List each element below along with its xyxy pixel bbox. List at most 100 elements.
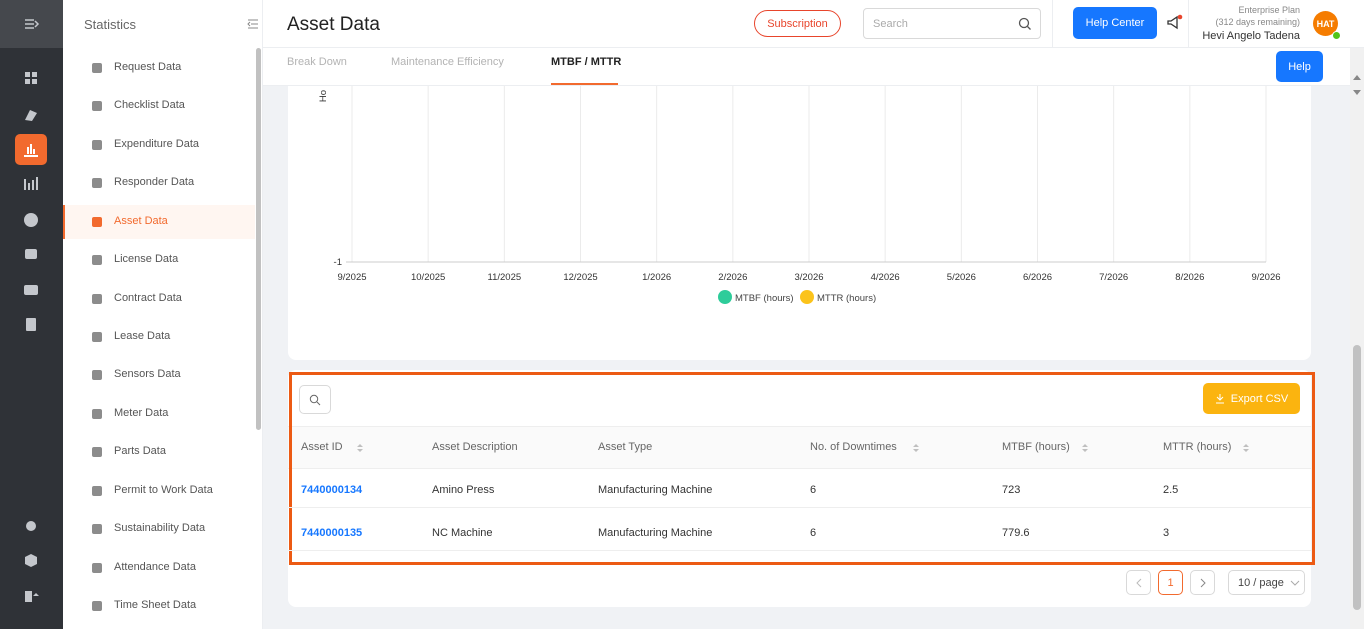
table-cell: NC Machine (432, 527, 493, 539)
menu-item[interactable]: License Data (114, 253, 179, 266)
help-center-button[interactable]: Help Center (1073, 7, 1157, 39)
plan-name: Enterprise Plan (1238, 5, 1300, 15)
tab[interactable]: Break Down (287, 56, 347, 68)
menu-icon (92, 63, 102, 73)
menu-item[interactable]: Parts Data (114, 445, 166, 458)
sort-icon[interactable] (1242, 443, 1250, 453)
x-tick-label: 4/2026 (871, 272, 900, 283)
next-icon (1200, 578, 1206, 587)
search-input[interactable]: Search (863, 8, 1041, 39)
menu-icon (92, 101, 102, 112)
x-tick-label: 1/2026 (642, 272, 671, 283)
page-scrollbar (1350, 48, 1364, 629)
column-header[interactable]: Asset ID (301, 441, 343, 453)
column-header[interactable]: No. of Downtimes (810, 441, 897, 453)
table-cell: 2.5 (1163, 484, 1179, 496)
table-card: Export CSV Asset ID Asset Description Asse… (288, 370, 1315, 607)
table-cell: 6 (810, 484, 817, 496)
asset-id-link[interactable]: 7440000135 (301, 527, 363, 539)
tab[interactable]: Maintenance Efficiency (391, 56, 504, 68)
menu-item[interactable]: Sustainability Data (114, 522, 206, 535)
row-divider (288, 550, 1311, 551)
menu-icon (92, 524, 102, 535)
export-csv-button[interactable]: Export CSV (1203, 383, 1300, 414)
x-tick-label: 6/2026 (1023, 272, 1052, 283)
menu-item[interactable]: Responder Data (114, 176, 195, 189)
menu-item[interactable]: Expenditure Data (114, 137, 199, 150)
menu-icon (92, 178, 102, 189)
online-dot (1332, 31, 1341, 40)
table-cell: Amino Press (432, 484, 495, 496)
divider (1188, 0, 1189, 48)
menu-icon (92, 332, 102, 342)
header: Asset Data Subscription Search Help Cent… (263, 0, 1364, 48)
table-cell: Manufacturing Machine (598, 484, 713, 496)
prev-page[interactable] (1126, 570, 1151, 595)
legend-swatch (718, 290, 732, 304)
page-number[interactable]: 1 (1158, 570, 1183, 595)
x-tick-label: 7/2026 (1099, 272, 1128, 283)
y-tick-label: -1 (334, 257, 342, 268)
menu-item[interactable]: Sensors Data (114, 368, 181, 381)
table-cell: 6 (810, 527, 817, 539)
menu-icon (92, 216, 102, 227)
column-header[interactable]: MTTR (hours) (1163, 441, 1232, 453)
row-divider (288, 507, 1311, 508)
asset-id-link[interactable]: 7440000134 (301, 484, 363, 496)
sort-icon[interactable] (912, 443, 920, 453)
menu-icon (92, 293, 102, 304)
page-size: 10 / page (1238, 577, 1284, 589)
table-cell: Manufacturing Machine (598, 527, 713, 539)
tab-underline (551, 83, 618, 85)
chart: 9/2025 10/2025 11/2025 12/2025 1/2026 2/2026 3… (318, 86, 1281, 304)
legend-label: MTTR (hours) (817, 293, 876, 304)
days-remaining: (312 days remaining) (1215, 17, 1300, 27)
page-size-select[interactable]: 10 / page (1228, 570, 1305, 595)
legend-swatch (800, 290, 814, 304)
search-icon (309, 394, 321, 406)
x-tick-label: 9/2025 (337, 272, 366, 283)
table-cell: 3 (1163, 527, 1170, 539)
y-axis-label: Ho (318, 90, 329, 102)
menu-item[interactable]: Attendance Data (114, 560, 196, 573)
menu-icon (92, 139, 102, 150)
help-button[interactable]: Help (1276, 51, 1323, 82)
scroll-up[interactable] (1353, 74, 1361, 80)
menu-item[interactable]: Permit to Work Data (114, 483, 213, 496)
menu-icon (92, 601, 102, 612)
sort-icon[interactable] (1081, 443, 1089, 453)
table-search-button[interactable] (299, 385, 331, 414)
menu-item[interactable]: Time Sheet Data (114, 599, 197, 612)
sidebar: Statistics Request Data Checklist Data Exp… (63, 0, 263, 629)
export-label: Export CSV (1230, 392, 1289, 405)
column-header: Asset Type (598, 441, 653, 453)
collapse-icon[interactable] (246, 17, 260, 31)
x-tick-label: 8/2026 (1175, 272, 1204, 283)
announcement-icon[interactable] (1165, 14, 1183, 32)
subscription-button[interactable]: Subscription (754, 10, 841, 37)
menu-item[interactable]: Contract Data (114, 291, 182, 304)
menu-item[interactable]: Request Data (114, 61, 182, 73)
x-tick-label: 11/2025 (488, 272, 522, 283)
tab[interactable]: MTBF / MTTR (551, 56, 622, 68)
menu-icon (92, 255, 102, 266)
chevron (1290, 580, 1300, 586)
search-icon (1018, 17, 1031, 30)
menu-item[interactable]: Asset Data (114, 214, 168, 227)
x-tick-label: 12/2025 (563, 272, 597, 283)
sidebar-title: Statistics (84, 17, 137, 32)
menu-item[interactable]: Lease Data (114, 330, 171, 342)
x-tick-label: 3/2026 (794, 272, 823, 283)
menu-icon (92, 562, 102, 573)
scroll-down[interactable] (1353, 90, 1361, 96)
menu-item[interactable]: Checklist Data (114, 99, 185, 112)
table-cell: 779.6 (1002, 527, 1030, 539)
next-page[interactable] (1190, 570, 1215, 595)
column-header[interactable]: MTBF (hours) (1002, 441, 1070, 453)
menu-item[interactable]: Meter Data (114, 406, 169, 419)
sort-icon[interactable] (356, 443, 364, 453)
rail-icons (15, 19, 47, 602)
legend-label: MTBF (hours) (735, 293, 794, 304)
scroll-thumb[interactable] (1353, 345, 1361, 610)
